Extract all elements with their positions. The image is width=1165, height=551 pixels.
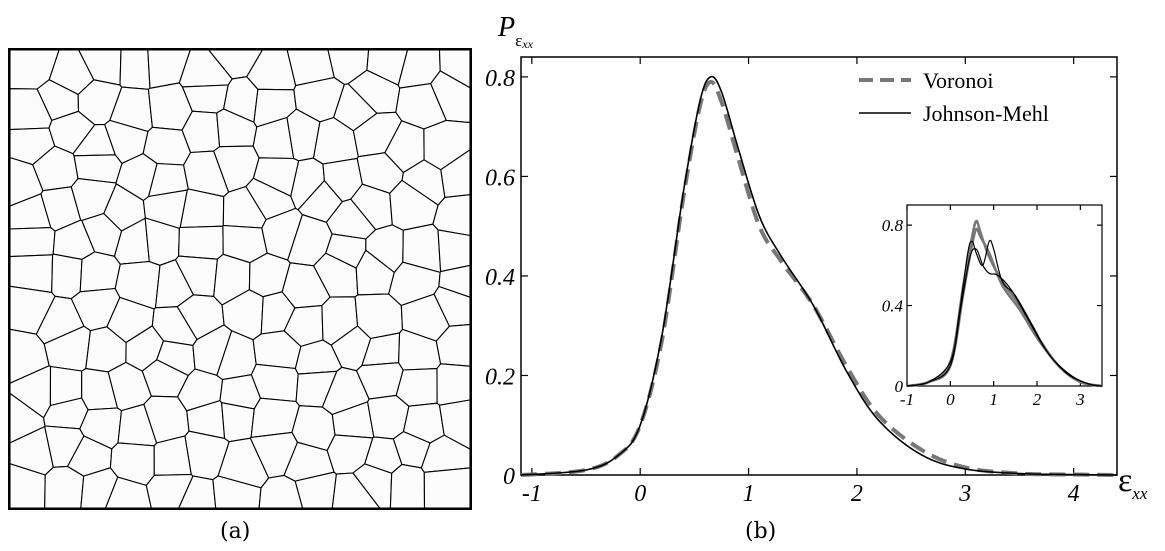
inset-x-tick-label: -1	[900, 390, 914, 409]
main-y-tick-label: 0.2	[485, 364, 515, 390]
inset-x-tick-label: 3	[1075, 390, 1085, 409]
grain-cell	[433, 285, 470, 327]
grain-cell	[436, 363, 470, 406]
main-series-line-0	[520, 79, 1118, 477]
grain-cell	[438, 264, 470, 298]
inset-x-tick-label: 2	[1033, 390, 1042, 409]
inset-y-tick-label: 0	[895, 377, 904, 396]
inset-series-line-1	[906, 227, 1103, 388]
main-x-tick-label: 0	[634, 481, 646, 507]
inset-plot-area: -1 0 1 2 300.40.8	[882, 204, 1103, 409]
inset-y-tick-label: 0.8	[882, 216, 904, 235]
legend-label-voronoi: Voronoi	[923, 68, 994, 93]
legend-label-johnson-mehl: Johnson-Mehl	[923, 101, 1049, 126]
main-y-tick-label: 0.8	[485, 66, 515, 92]
grain-boundary-image	[10, 50, 470, 508]
grain-cell	[438, 50, 470, 89]
inset-series-line-2	[906, 239, 1103, 387]
main-x-tick-label: -1	[522, 481, 542, 507]
main-y-tick-label: 0.4	[485, 265, 515, 291]
grain-cell	[435, 324, 470, 367]
inset-frame	[906, 204, 1103, 387]
main-y-tick-label: 0	[503, 464, 515, 490]
grain-cell	[430, 70, 470, 124]
main-x-tick-label: 2	[851, 481, 863, 507]
inset-series-line-0	[906, 219, 1103, 388]
microstructure-panel	[8, 48, 472, 510]
x-axis-label: εxx	[1118, 462, 1148, 503]
grain-cell	[420, 434, 470, 473]
main-plot-area: -1 0 1 2 3 400.20.40.60.8	[485, 56, 1118, 507]
main-series-line-1	[520, 75, 1118, 476]
main-frame	[520, 56, 1118, 476]
grain-cell	[432, 194, 470, 237]
grain-cell	[423, 467, 470, 508]
main-x-tick-label: 1	[743, 481, 755, 507]
inset-x-tick-label: 0	[946, 390, 955, 409]
panel-a-label: (a)	[220, 519, 251, 544]
main-y-tick-label: 0.6	[485, 165, 515, 191]
chart-legend: Voronoi Johnson-Mehl	[859, 68, 1049, 126]
inset-series-line-3	[906, 248, 1103, 387]
main-x-tick-label: 4	[1068, 481, 1080, 507]
inset-y-tick-label: 0.4	[882, 297, 904, 316]
y-axis-label: Pεxx	[497, 12, 534, 51]
inset-x-tick-label: 1	[989, 390, 998, 409]
panel-b-label: (b)	[745, 519, 777, 544]
main-x-tick-label: 3	[958, 481, 971, 507]
